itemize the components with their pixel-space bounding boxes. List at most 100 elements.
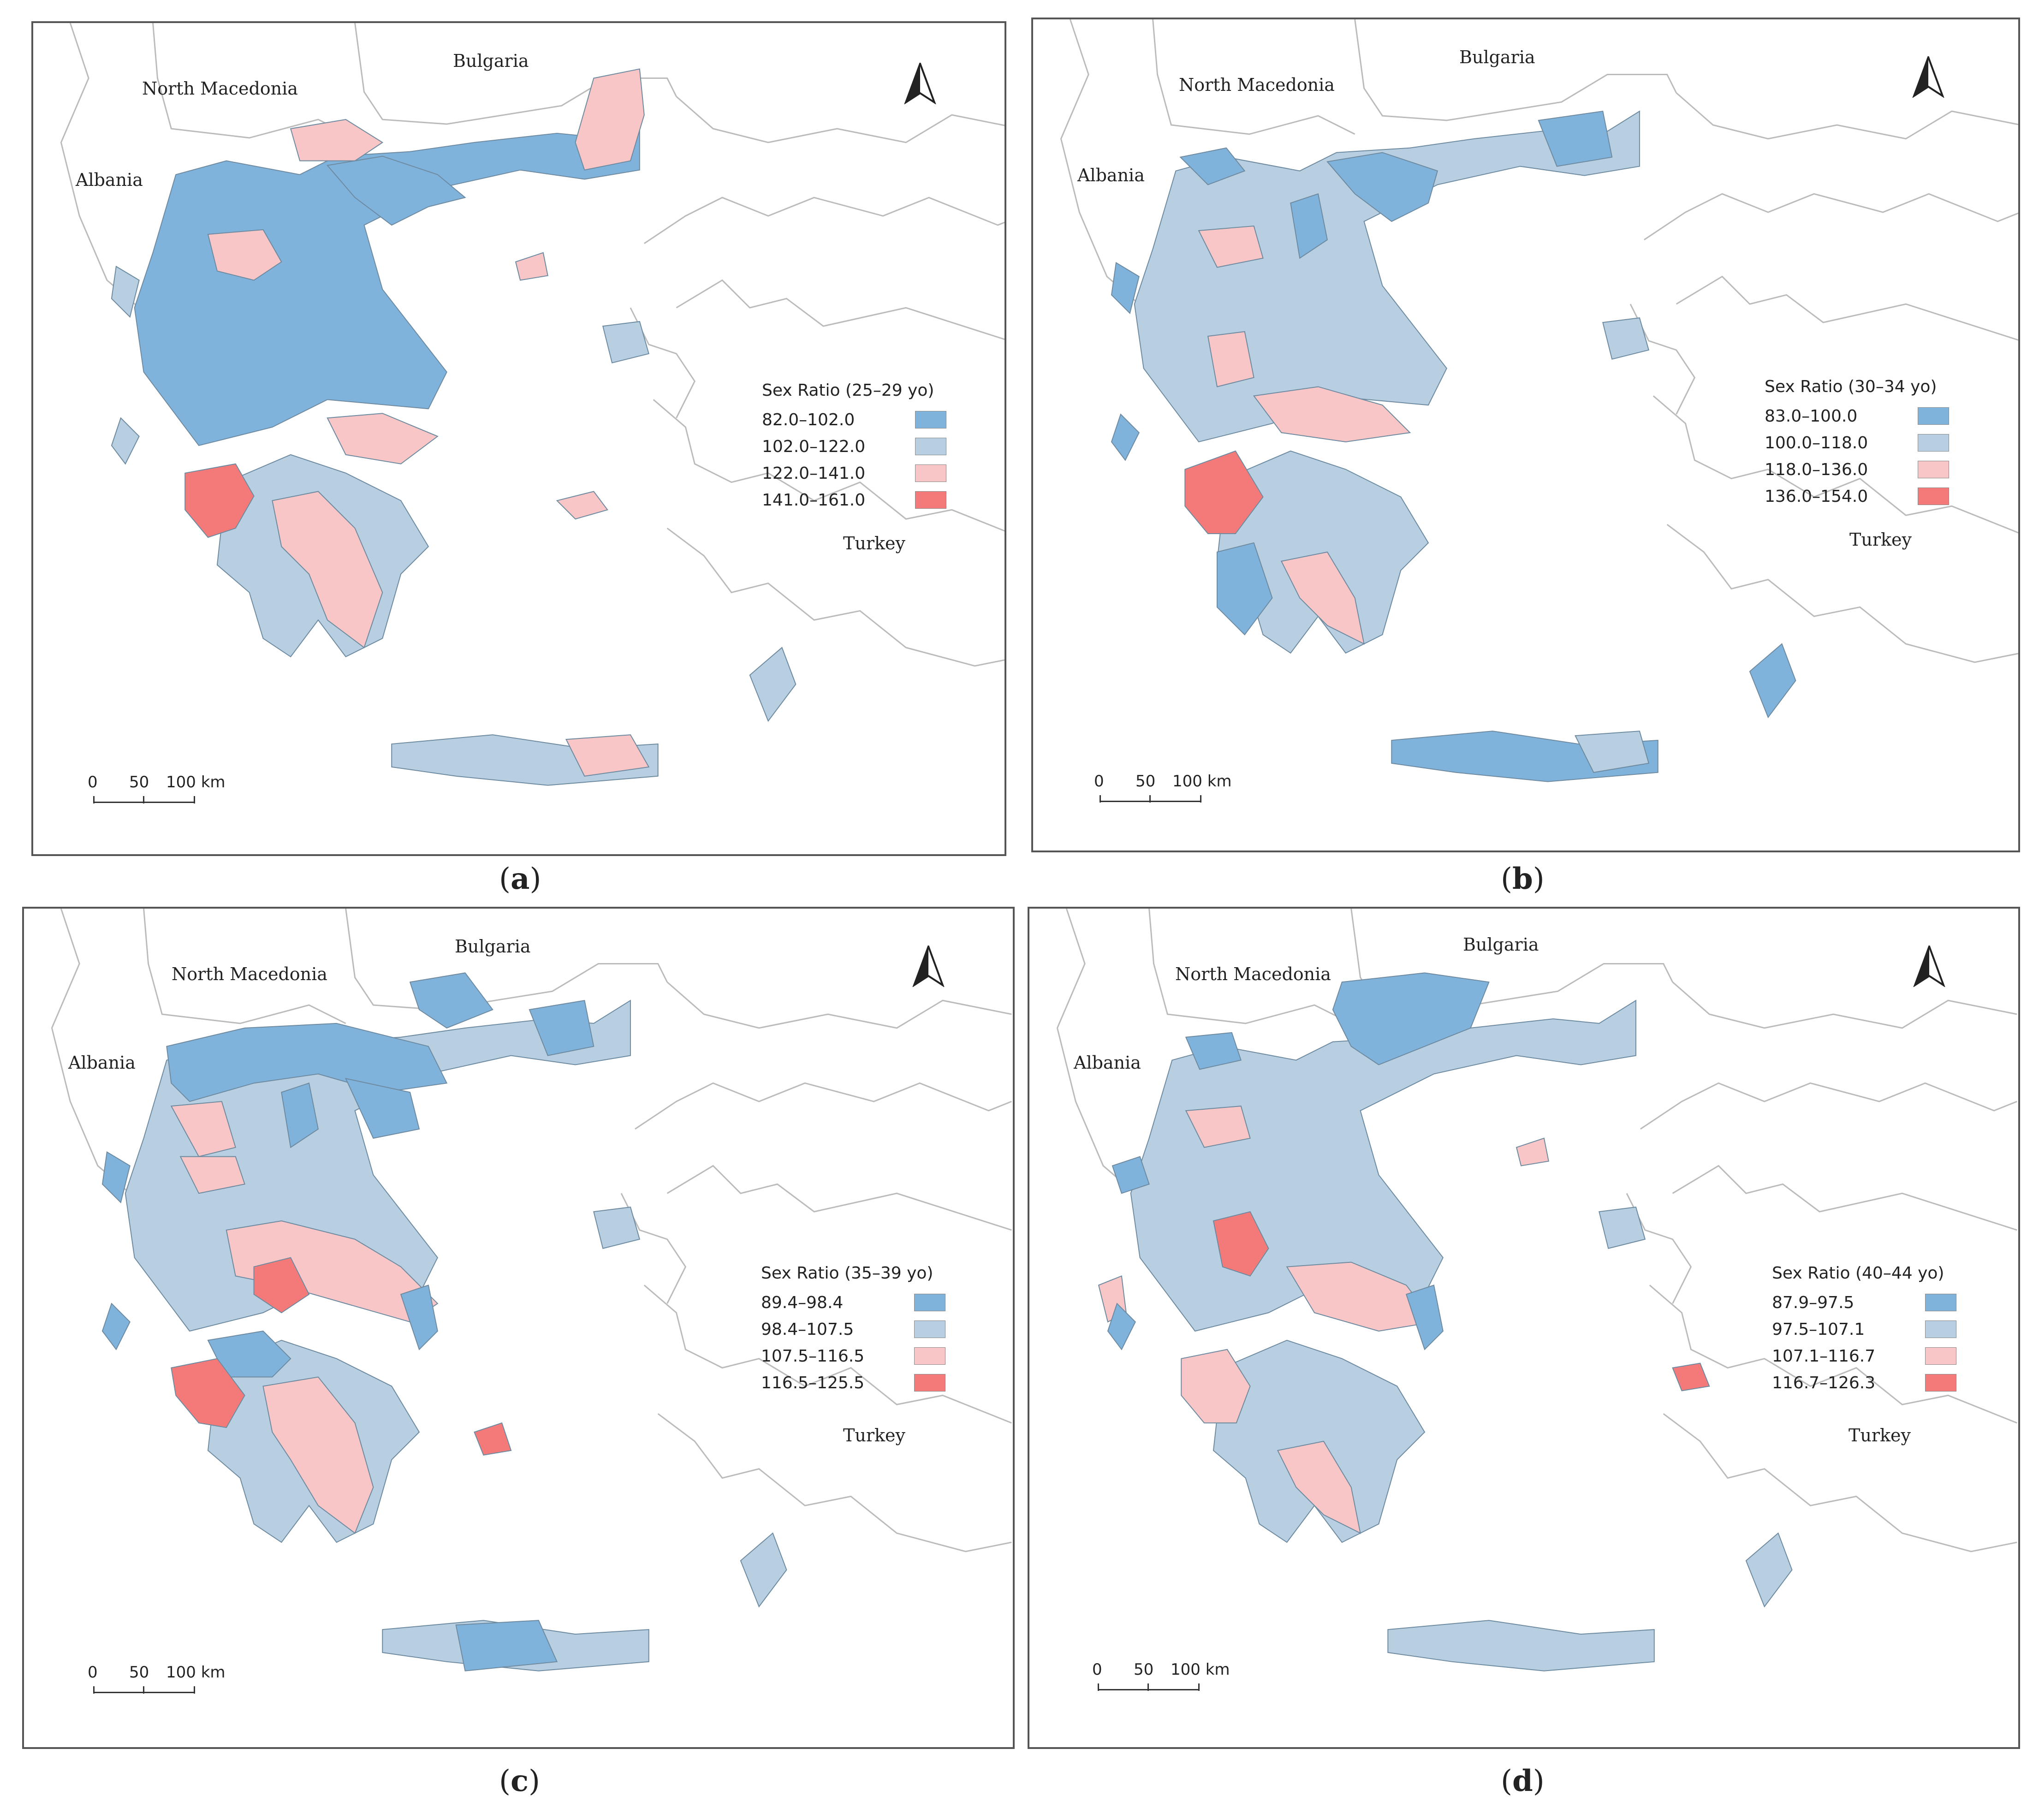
region-kastoria	[1185, 1032, 1242, 1070]
island-samos	[556, 491, 608, 520]
country-label-turkey: Turkey	[1849, 1425, 1911, 1445]
legend-row: 118.0–136.0	[1765, 456, 1949, 483]
island-rhodes	[740, 1532, 787, 1608]
legend-b: Sex Ratio (30–34 yo) 83.0–100.0 100.0–11…	[1765, 377, 1949, 510]
legend-row: 107.5–116.5	[761, 1343, 945, 1369]
region-grevena	[170, 1101, 236, 1157]
region-laconia	[1277, 1440, 1361, 1534]
legend-title: Sex Ratio (30–34 yo)	[1765, 377, 1937, 396]
north-arrow-icon	[1913, 946, 1945, 987]
legend-swatch	[915, 411, 946, 428]
legend-range: 100.0–118.0	[1765, 433, 1868, 452]
scale-label-zero: 0	[1094, 772, 1104, 791]
scale-label-fifty: 50	[1135, 772, 1156, 791]
region-pieria	[1290, 193, 1328, 259]
island-rhodes	[1745, 1532, 1793, 1608]
map-c	[51, 909, 1012, 1671]
island-samos	[1672, 1362, 1710, 1392]
legend-swatch	[1925, 1347, 1956, 1365]
island-kefalonia	[1111, 413, 1140, 461]
north-arrow-icon	[912, 946, 945, 987]
legend-swatch	[915, 438, 946, 455]
region-rodopi	[529, 999, 594, 1056]
scale-label-hundred: 100 km	[1172, 772, 1232, 791]
map-b	[1060, 19, 2018, 782]
legend-row: 98.4–107.5	[761, 1316, 945, 1343]
map-panel-a: Bulgaria North Macedonia Albania Turkey …	[31, 21, 1006, 856]
legend-swatch	[1925, 1294, 1956, 1311]
island-lesvos	[1599, 1207, 1646, 1249]
country-label-turkey: Turkey	[843, 1425, 905, 1445]
island-corfu	[1111, 262, 1140, 315]
legend-row: 89.4–98.4	[761, 1289, 945, 1316]
island-naxos	[474, 1422, 512, 1456]
legend-range: 98.4–107.5	[761, 1320, 854, 1339]
legend-range: 107.5–116.5	[761, 1346, 865, 1366]
region-ilia	[1181, 1349, 1251, 1424]
caption-d: (d)	[1501, 1764, 1545, 1798]
region-crete-east	[565, 734, 650, 777]
country-label-north-macedonia: North Macedonia	[172, 964, 327, 984]
island-rhodes	[749, 647, 797, 722]
legend-row: 97.5–107.1	[1772, 1316, 1956, 1343]
map-a	[60, 23, 1005, 786]
country-label-albania: Albania	[68, 1053, 136, 1073]
legend-swatch	[1918, 434, 1949, 452]
legend-swatch	[1918, 461, 1949, 478]
island-crete	[1387, 1620, 1655, 1671]
region-karditsa	[179, 1156, 245, 1194]
country-label-albania: Albania	[76, 170, 143, 190]
legend-swatch	[915, 464, 946, 482]
region-evrytania	[1207, 331, 1254, 387]
island-kefalonia	[1107, 1303, 1136, 1350]
region-ilia	[171, 1358, 245, 1428]
region-messinia	[1216, 542, 1273, 636]
legend-row: 100.0–118.0	[1765, 429, 1949, 456]
island-corfu	[111, 266, 140, 318]
region-evrytania	[1213, 1211, 1269, 1277]
region-pieria	[281, 1082, 319, 1148]
legend-swatch	[914, 1347, 945, 1365]
country-label-albania: Albania	[1074, 1053, 1141, 1073]
region-grevena	[207, 229, 282, 281]
region-thessaloniki	[1326, 152, 1439, 222]
region-ilia	[1184, 450, 1264, 535]
island-lesvos	[593, 1207, 641, 1249]
region-crete-east	[1574, 731, 1650, 773]
scale-label-zero: 0	[88, 1663, 98, 1682]
scale-bar: 0 50 100 km	[88, 1663, 226, 1719]
country-label-bulgaria: Bulgaria	[1459, 47, 1535, 67]
region-arcadia-laconia	[262, 1376, 374, 1534]
legend-d: Sex Ratio (40–44 yo) 87.9–97.5 97.5–107.…	[1772, 1264, 1956, 1396]
legend-range: 97.5–107.1	[1772, 1320, 1865, 1339]
map-panel-d: Bulgaria North Macedonia Albania Turkey …	[1028, 907, 2020, 1749]
legend-range: 82.0–102.0	[762, 410, 855, 429]
legend-swatch	[915, 491, 946, 509]
region-phocis	[253, 1257, 310, 1314]
region-grevena	[1198, 225, 1264, 268]
region-peloponnese	[1213, 1339, 1426, 1543]
legend-range: 83.0–100.0	[1765, 406, 1858, 426]
legend-row: 116.5–125.5	[761, 1369, 945, 1396]
island-rhodes	[1749, 643, 1796, 719]
north-arrow-icon	[904, 63, 936, 104]
legend-range: 118.0–136.0	[1765, 460, 1868, 479]
legend-row: 141.0–161.0	[762, 487, 946, 513]
scale-label-hundred: 100 km	[166, 773, 226, 791]
legend-c: Sex Ratio (35–39 yo) 89.4–98.4 98.4–107.…	[761, 1264, 945, 1396]
scale-label-fifty: 50	[1134, 1660, 1154, 1679]
legend-swatch	[914, 1294, 945, 1311]
legend-swatch	[1925, 1374, 1956, 1392]
region-phthiotida-boeotia	[1253, 386, 1411, 442]
region-heraklion	[455, 1620, 558, 1671]
island-lesvos	[602, 321, 649, 363]
country-label-turkey: Turkey	[1849, 529, 1912, 550]
region-attica	[1405, 1285, 1444, 1350]
region-arcadia-laconia	[272, 491, 383, 648]
legend-row: 87.9–97.5	[1772, 1289, 1956, 1316]
legend-range: 102.0–122.0	[762, 437, 866, 456]
legend-range: 122.0–141.0	[762, 464, 866, 483]
region-thesprotia	[1112, 1156, 1150, 1194]
region-attica	[400, 1285, 438, 1350]
scale-bar: 0 50 100 km	[1092, 1660, 1230, 1716]
